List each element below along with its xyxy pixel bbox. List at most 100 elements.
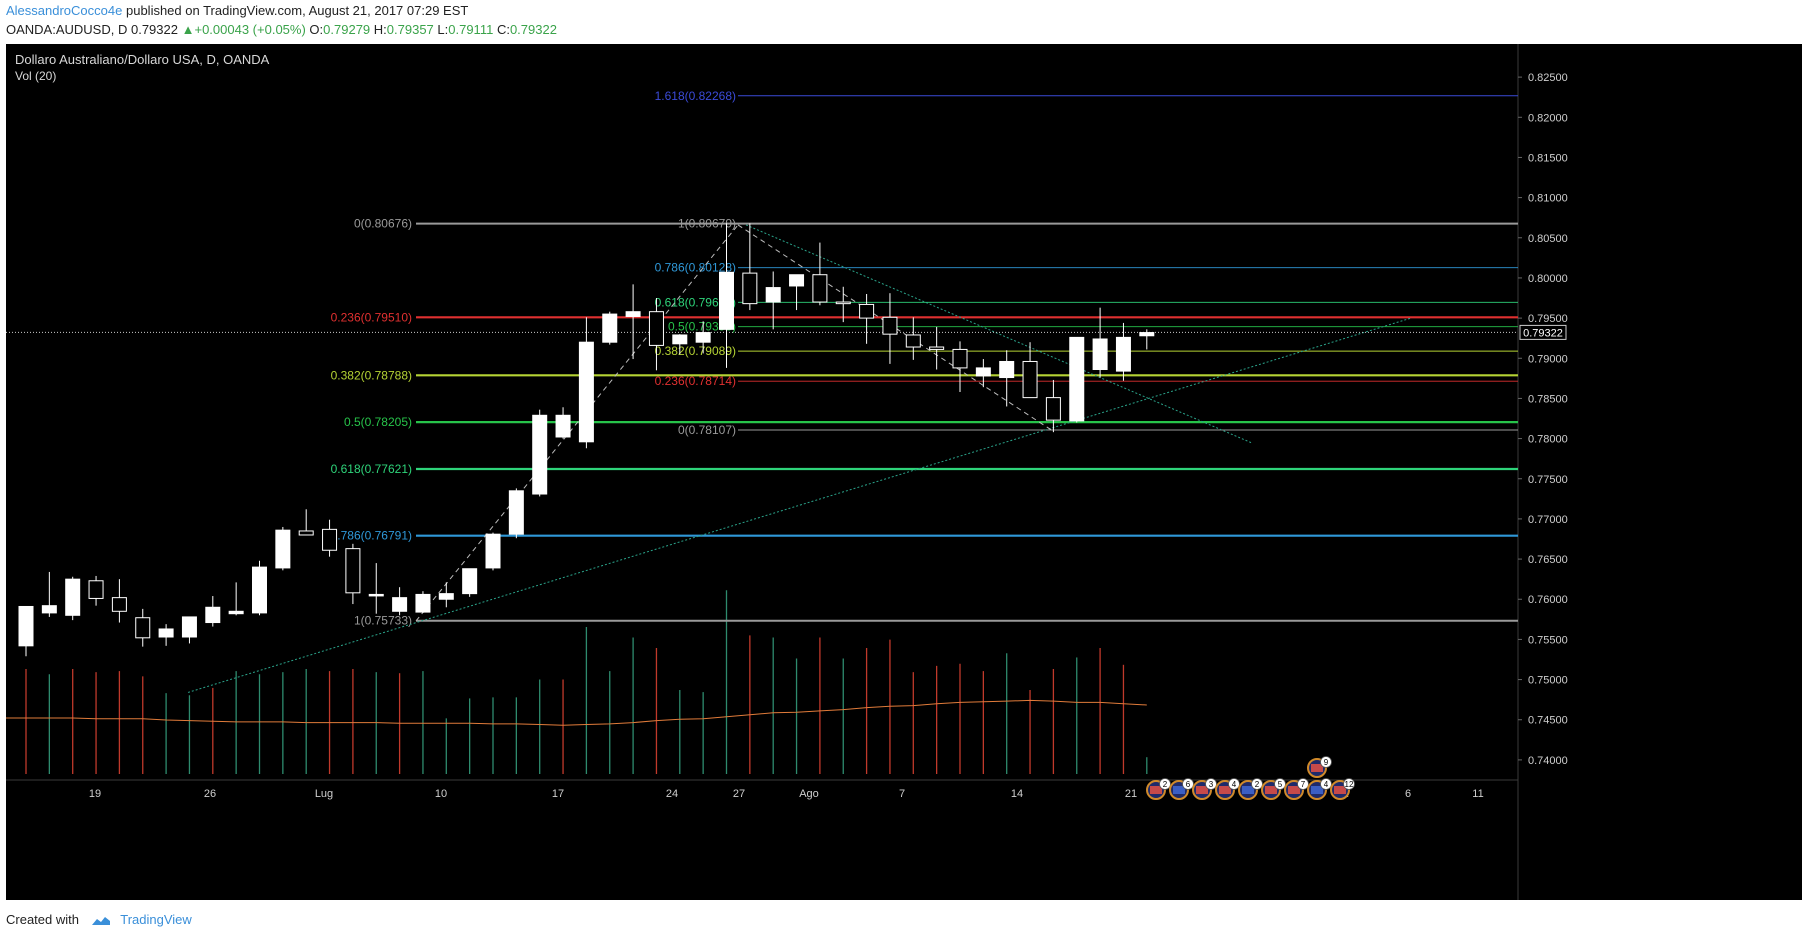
event-count-badge — [1320, 756, 1332, 768]
open-label: O: — [309, 22, 324, 37]
candle-body — [345, 548, 361, 594]
candle-body — [695, 332, 711, 343]
close-value: 0.79322 — [509, 22, 557, 37]
event-flag-stripe — [1219, 786, 1231, 794]
candle-body — [1069, 336, 1085, 422]
y-tick-label: 0.78000 — [1528, 434, 1568, 446]
candle-body — [368, 593, 384, 597]
event-flag-stripe — [1288, 786, 1300, 794]
created-with-text: Created with — [6, 912, 79, 927]
candle-body — [1115, 336, 1131, 372]
candle-body — [625, 311, 641, 317]
fib-ext-label: 1(0.80679) — [678, 216, 736, 230]
candle-body — [135, 617, 151, 639]
downtrend-line — [745, 224, 1252, 444]
x-tick-label: 11 — [1472, 788, 1483, 800]
candle-body — [742, 272, 758, 305]
fib-ext-label: 1.618(0.82268) — [655, 89, 736, 103]
candle-body — [578, 341, 594, 443]
y-tick-label: 0.78500 — [1528, 393, 1568, 405]
x-tick-label: 26 — [204, 788, 216, 800]
y-tick-label: 0.75500 — [1528, 634, 1568, 646]
x-tick-label: 19 — [89, 788, 101, 800]
candle-body — [602, 313, 618, 343]
fib-ext-label: 0.5(0.79393) — [668, 320, 736, 334]
event-count-label: 4 — [1232, 780, 1237, 789]
event-flag-stripe — [1196, 786, 1208, 794]
x-tick-label: 14 — [1011, 788, 1023, 800]
y-tick-label: 0.81000 — [1528, 193, 1568, 205]
high-label: H: — [373, 22, 387, 37]
candle-body — [508, 490, 524, 535]
header: AlessandroCocco4e published on TradingVi… — [0, 0, 1808, 42]
event-count-badge — [1182, 778, 1194, 790]
up-arrow-icon: ▲ — [181, 22, 195, 37]
y-tick-label: 0.81500 — [1528, 152, 1568, 164]
fib-level-label: 0.786(0.76791) — [331, 529, 412, 543]
candle-body — [812, 274, 828, 303]
y-tick-label: 0.76500 — [1528, 554, 1568, 566]
y-tick-label: 0.79500 — [1528, 313, 1568, 325]
candle-body — [555, 414, 571, 438]
event-flag-stripe — [1311, 764, 1323, 772]
y-tick-label: 0.77000 — [1528, 514, 1568, 526]
fib-ext-label: 0(0.78107) — [678, 423, 736, 437]
candle-body — [65, 578, 81, 616]
close-label: C: — [496, 22, 510, 37]
fib-level-label: 0.618(0.77621) — [331, 462, 412, 476]
volume-label: Vol (20) — [15, 69, 56, 83]
fib-level-label: 0(0.80676) — [354, 217, 412, 231]
event-count-badge — [1274, 778, 1286, 790]
event-count-badge — [1159, 778, 1171, 790]
event-count-label: 2 — [1255, 780, 1260, 789]
high-value: 0.79357 — [386, 22, 434, 37]
candle-body — [111, 597, 127, 612]
author-link[interactable]: AlessandroCocco4e — [6, 3, 123, 18]
candle-body — [88, 580, 104, 599]
quote-line: OANDA:AUDUSD, D 0.79322 ▲+0.00043 (+0.05… — [6, 22, 557, 37]
fib-swing-line — [415, 224, 739, 622]
candle-body — [648, 311, 664, 346]
event-count-badge — [1343, 778, 1355, 790]
chart-area[interactable]: 0(0.80676) 0.236(0.79510) 0.382(0.78788) 0.… — [6, 44, 1802, 900]
x-tick-label: 21 — [1125, 788, 1137, 800]
y-tick-label: 0.80500 — [1528, 233, 1568, 245]
event-count-badge — [1205, 778, 1217, 790]
uptrend-line — [187, 317, 1412, 693]
candle-body — [672, 334, 688, 345]
event-count-badge — [1251, 778, 1263, 790]
candle-body — [719, 271, 734, 330]
fib-level-label: 0.5(0.78205) — [344, 415, 412, 429]
publish-line: AlessandroCocco4e published on TradingVi… — [6, 3, 468, 18]
candle-body — [532, 414, 548, 495]
event-count-label: 9 — [1324, 758, 1329, 767]
fib-level-label: 0.382(0.78788) — [331, 368, 412, 382]
event-count-label: 5 — [1278, 780, 1283, 789]
low-label: L: — [437, 22, 449, 37]
event-count-label: 4 — [1324, 780, 1329, 789]
candle-body — [1022, 360, 1038, 399]
candle-body — [438, 593, 454, 600]
volume-ma-line — [6, 699, 1147, 726]
fib-ext-label: 0.786(0.80128) — [655, 261, 736, 275]
candle-body — [228, 610, 244, 615]
candle-body — [975, 367, 991, 377]
candle-body — [1092, 338, 1108, 371]
x-tick-label: 10 — [435, 788, 447, 800]
candle-body — [18, 605, 34, 647]
tradingview-logo-icon — [91, 916, 110, 925]
candle-body — [1139, 332, 1155, 337]
last-price-label: 0.79322 — [1523, 327, 1563, 339]
footer: Created with TradingView — [6, 912, 192, 927]
price-chart[interactable]: 0(0.80676) 0.236(0.79510) 0.382(0.78788) 0.… — [6, 44, 1802, 900]
event-flag-stripe — [1265, 786, 1277, 794]
event-count-label: 3 — [1209, 780, 1214, 789]
event-count-label: 12 — [1345, 780, 1354, 789]
y-tick-label: 0.82000 — [1528, 112, 1568, 124]
candle-body — [765, 287, 781, 303]
fib-ext-label: 0.236(0.78714) — [655, 374, 736, 388]
candle-body — [905, 334, 921, 348]
tradingview-link[interactable]: TradingView — [120, 912, 192, 927]
candle-body — [205, 606, 221, 624]
event-count-label: 6 — [1186, 780, 1191, 789]
